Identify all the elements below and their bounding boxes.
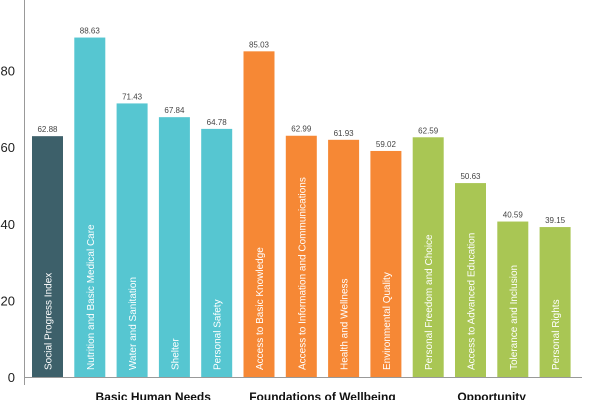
data-label: 88.63 — [80, 27, 101, 36]
bar-category-label: Health and Wellness — [340, 278, 351, 370]
bar-category-label: Water and Sanitation — [128, 277, 139, 370]
group-label: Basic Human Needs — [96, 390, 212, 400]
bar-category-label: Access to Advanced Education — [467, 233, 478, 370]
bar — [285, 135, 317, 377]
bar-category-label: Shelter — [170, 338, 181, 370]
bar-category-label: Access to Information and Communications — [297, 177, 308, 370]
bar — [201, 128, 233, 377]
y-tick-label: 80 — [1, 64, 15, 79]
bar-category-label: Environmental Quality — [382, 272, 393, 370]
bar-category-label: Personal Rights — [551, 299, 562, 370]
bar — [116, 103, 148, 378]
data-label: 71.43 — [122, 92, 143, 101]
bar — [497, 221, 529, 377]
data-label: 62.99 — [291, 125, 312, 134]
bar-category-label: Nutrition and Basic Medical Care — [86, 224, 97, 370]
bar-category-label: Access to Basic Knowledge — [255, 247, 266, 370]
bar-category-label: Personal Freedom and Choice — [424, 234, 435, 370]
bar — [370, 150, 402, 377]
y-tick-label: 20 — [1, 293, 15, 308]
bar-category-label: Personal Safety — [213, 299, 224, 370]
y-tick-label: 60 — [1, 140, 15, 155]
bar — [243, 51, 275, 378]
bar — [74, 37, 106, 378]
data-label: 40.59 — [503, 211, 524, 220]
data-label: 59.02 — [376, 140, 397, 149]
data-label: 62.88 — [37, 125, 58, 134]
y-tick-label: 0 — [8, 370, 15, 385]
data-label: 67.84 — [164, 106, 185, 115]
bar — [455, 183, 486, 377]
bar-category-label: Social Progress Index — [44, 273, 55, 370]
bar-category-label: Tolerance and Inclusion — [509, 265, 520, 370]
y-tick-label: 100 — [0, 0, 15, 2]
data-label: 39.15 — [545, 216, 566, 225]
bar — [539, 227, 571, 377]
data-label: 61.93 — [334, 129, 355, 138]
data-label: 62.59 — [418, 126, 439, 135]
group-label: Foundations of Wellbeing — [249, 390, 395, 400]
bar — [328, 139, 360, 377]
bar — [158, 117, 190, 378]
bar — [412, 137, 444, 377]
data-label: 64.78 — [207, 118, 228, 127]
data-label: 85.03 — [249, 40, 270, 49]
group-label: Opportunity — [457, 390, 526, 400]
y-tick-label: 40 — [1, 217, 15, 232]
data-label: 50.63 — [460, 172, 481, 181]
bar — [32, 136, 63, 377]
